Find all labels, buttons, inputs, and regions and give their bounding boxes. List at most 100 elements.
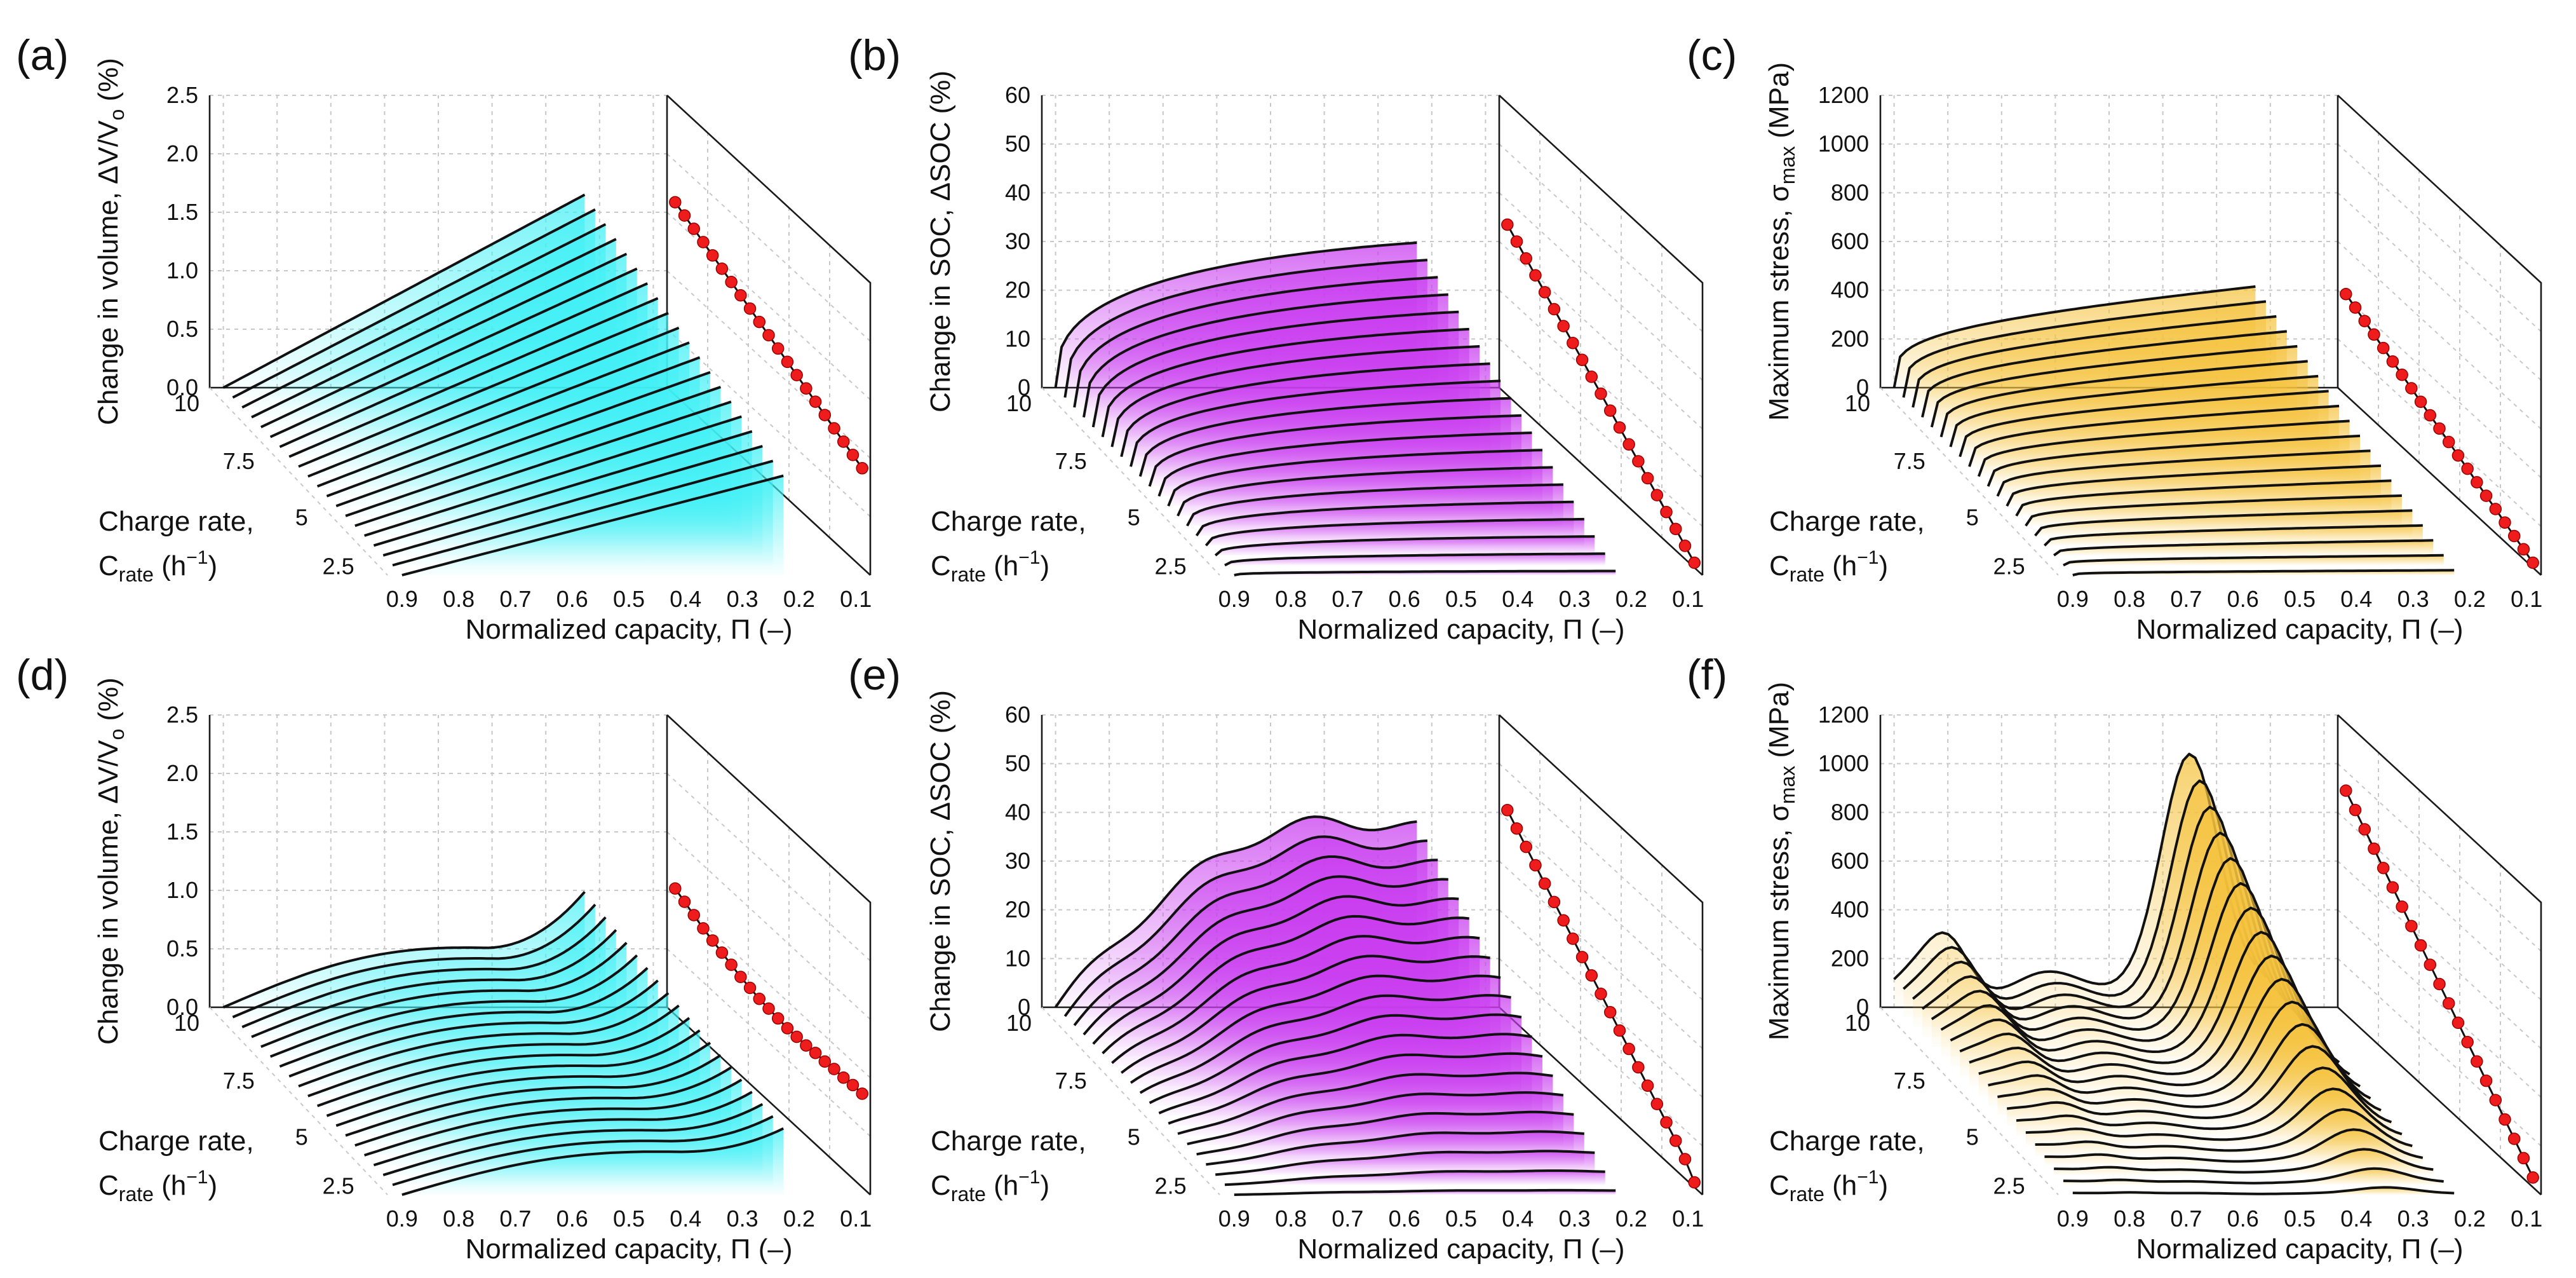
projection-point bbox=[1632, 1061, 1645, 1074]
surface-curve bbox=[401, 1127, 785, 1196]
z-tick-label: 2.0 bbox=[166, 760, 198, 786]
x-tick-label: 0.8 bbox=[443, 1206, 475, 1232]
z-tick-label: 40 bbox=[1005, 799, 1030, 825]
projection-point bbox=[2498, 516, 2511, 529]
projection-point bbox=[697, 236, 710, 248]
y-tick-label: 7.5 bbox=[223, 1068, 255, 1094]
projection-point bbox=[2442, 435, 2455, 449]
surface-curve bbox=[298, 311, 669, 468]
x-tick-label: 0.5 bbox=[1445, 586, 1477, 612]
x-axis-title: Normalized capacity, Π (–) bbox=[465, 1234, 792, 1265]
projection-point bbox=[1538, 286, 1551, 299]
z-tick-label: 1200 bbox=[1818, 82, 1869, 108]
projection-point bbox=[781, 1022, 794, 1035]
x-tick-label: 0.1 bbox=[2511, 1206, 2542, 1232]
surface-curve bbox=[1073, 276, 1438, 408]
projection-point bbox=[2358, 315, 2371, 327]
side-wall-frame bbox=[666, 95, 872, 575]
surface-curve bbox=[1082, 875, 1448, 1036]
surface-curve bbox=[316, 1017, 691, 1108]
projection-point bbox=[1641, 1079, 1654, 1092]
projection-point bbox=[743, 981, 757, 995]
surface-curve bbox=[279, 282, 649, 449]
projection-point bbox=[800, 1039, 813, 1052]
y-tick-label: 5 bbox=[295, 1124, 308, 1150]
surface-fill bbox=[401, 1128, 784, 1195]
x-tick-label: 0.2 bbox=[1615, 586, 1647, 612]
surface-curve bbox=[1195, 500, 1574, 537]
surface-curve bbox=[1996, 449, 2371, 497]
x-tick-label: 0.9 bbox=[386, 586, 418, 612]
projection-point bbox=[2517, 543, 2530, 556]
y-tick-label: 5 bbox=[1966, 505, 1979, 531]
x-tick-label: 0.2 bbox=[1615, 1206, 1647, 1232]
projection-point bbox=[734, 289, 747, 302]
projection-point bbox=[2405, 382, 2418, 395]
y-axis-title-line2: Crate (h−1) bbox=[931, 1167, 1049, 1206]
y-tick-label: 5 bbox=[1966, 1124, 1979, 1150]
projection-point bbox=[1603, 1005, 1617, 1019]
surface-curve bbox=[279, 967, 649, 1068]
z-tick-label: 2.5 bbox=[166, 82, 198, 108]
projection-point bbox=[846, 449, 860, 461]
x-tick-label: 0.8 bbox=[443, 586, 475, 612]
floor-edge bbox=[1499, 387, 1703, 576]
side-wall-frame bbox=[2337, 714, 2542, 1195]
panel-label: (d) bbox=[16, 651, 69, 699]
projection-point bbox=[725, 958, 738, 971]
y-tick-label: 5 bbox=[1128, 1124, 1140, 1150]
surface-curve bbox=[1959, 390, 2329, 458]
surface-curve bbox=[2053, 539, 2434, 557]
x-tick-label: 0.5 bbox=[2284, 586, 2316, 612]
surface-curve bbox=[1158, 1033, 1532, 1115]
z-tick-label: 30 bbox=[1005, 848, 1030, 874]
y-tick-label: 2.5 bbox=[323, 1173, 354, 1199]
z-tick-label: 200 bbox=[1831, 945, 1869, 971]
surface-curve bbox=[1196, 1110, 1574, 1156]
projection-point bbox=[678, 895, 691, 908]
grid-line bbox=[2337, 192, 2542, 381]
panel-d: (d) 0.0 0.5 1.0 1.5 2.0 2.5 Change in volume, Δ… bbox=[16, 651, 872, 1265]
projection-point bbox=[1632, 455, 1645, 468]
projection-point bbox=[743, 302, 757, 315]
x-tick-label: 0.5 bbox=[613, 1206, 645, 1232]
surface-curve bbox=[326, 356, 701, 498]
surface-curve bbox=[2072, 1186, 2455, 1195]
z-tick-label: 1.0 bbox=[166, 257, 198, 283]
projection-point bbox=[800, 382, 813, 395]
projection-point bbox=[1529, 859, 1542, 872]
x-tick-label: 0.9 bbox=[1218, 586, 1250, 612]
projection-point bbox=[2424, 409, 2437, 422]
surface-curve bbox=[1186, 483, 1563, 527]
x-tick-label: 0.9 bbox=[2057, 586, 2089, 612]
projection-point bbox=[753, 992, 766, 1005]
surface-curve bbox=[260, 252, 628, 428]
projection-point bbox=[1501, 804, 1514, 817]
surface-curve bbox=[335, 1042, 711, 1127]
panel-label: (f) bbox=[1687, 651, 1727, 699]
projection-point bbox=[1622, 438, 1635, 451]
x-tick-label: 0.7 bbox=[1332, 1206, 1363, 1232]
z-tick-label: 200 bbox=[1831, 325, 1869, 351]
projection-point bbox=[1501, 218, 1514, 231]
projection-point bbox=[846, 1078, 860, 1092]
surface-curve bbox=[1940, 882, 2309, 1042]
x-tick-label: 0.6 bbox=[556, 586, 588, 612]
surface-curve bbox=[241, 223, 607, 409]
projection-point bbox=[837, 435, 850, 448]
projection-point bbox=[1678, 1153, 1692, 1166]
surface-curve bbox=[2044, 1128, 2424, 1163]
floor-edge bbox=[1880, 387, 2059, 576]
projection-point bbox=[1585, 969, 1598, 982]
grid-line bbox=[1499, 812, 1703, 1001]
surface-curve bbox=[392, 1115, 774, 1186]
projection-point bbox=[669, 196, 682, 208]
projection-point bbox=[2479, 489, 2493, 502]
floor-edge bbox=[1499, 1007, 1703, 1195]
surface-curve bbox=[269, 267, 638, 438]
x-tick-label: 0.7 bbox=[499, 1206, 531, 1232]
grid-line bbox=[2337, 909, 2542, 1098]
projection-point bbox=[2461, 1036, 2474, 1049]
z-tick-label: 1.0 bbox=[166, 877, 198, 903]
